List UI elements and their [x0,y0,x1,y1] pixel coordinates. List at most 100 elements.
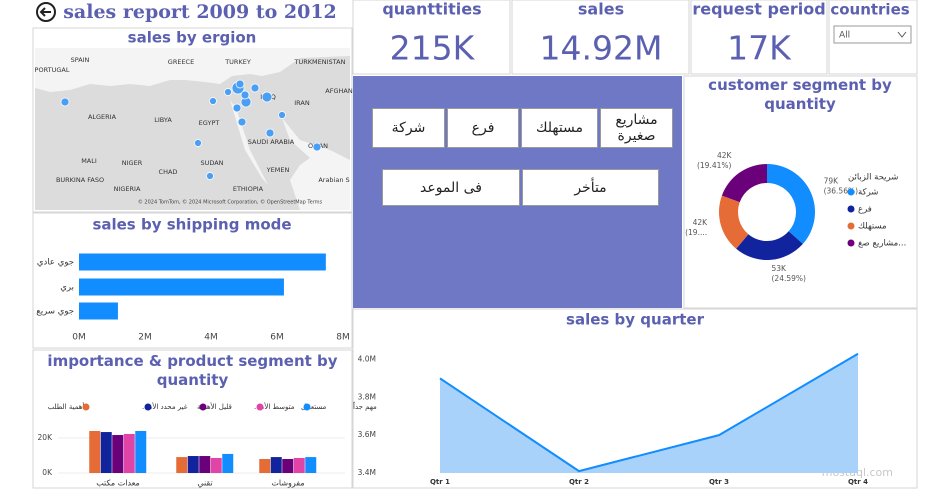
y-tick-label: 20K [38,433,54,442]
map-sea [35,48,350,92]
map-label: TURKEY [224,58,251,66]
percent-label: (24.59%) [772,274,807,283]
bar [89,431,101,473]
chart-title-box: customer segment by quantity [708,76,892,113]
back-arrow[interactable] [39,7,51,17]
bar [79,278,284,296]
delivery-button[interactable]: فى الموعد [382,169,520,206]
chart-title: importance & product segment by quantity [47,352,338,389]
segment-button-box: مستهلك [521,108,598,148]
kpi-value: 215K [390,29,476,68]
x-tick-label: معدات مكتب [96,479,140,488]
bar [270,457,282,473]
map-label: CHAD [159,168,178,176]
donut-segment [736,231,803,260]
x-tick-label: 4M [204,333,218,343]
bar [176,457,188,473]
x-tick-label: 2M [138,333,152,343]
bar [199,456,211,473]
delivery-button[interactable]: متأخر [522,169,659,206]
area-line [439,352,859,473]
kpi-panel [690,0,828,75]
map-label: EGYPT [199,119,220,127]
segment-button[interactable]: مشاريع صغيرة [600,108,673,148]
y-tick-label: 3.6M [358,430,376,439]
map-bubble [206,172,214,180]
map-label: LIBYA [154,116,172,124]
bar [187,456,199,473]
dropdown-value[interactable]: All [839,31,850,41]
dropdown-chevron[interactable] [897,31,907,38]
bar [100,432,112,473]
map-bubble [209,97,217,105]
legend-label: قليل الأهمية [197,402,232,411]
donut-segment [718,195,749,249]
map-attribution: © 2024 TomTom, © 2024 Microsoft Corporat… [138,199,323,206]
bar [293,457,305,473]
back-icon[interactable] [36,2,56,22]
back-button[interactable] [36,2,56,22]
legend-title: أهمية الطلب [48,402,85,411]
legend-swatch [847,239,855,247]
dropdown[interactable] [833,25,912,44]
legend-label: غير محدد الأه... [142,402,188,411]
x-tick-label: Qtr 4 [848,478,868,486]
map-bubble [250,83,260,93]
data-label: 79K [824,177,840,186]
page-title: sales report 2009 to 2012 [63,1,337,23]
data-label: 42K [693,218,709,227]
map-bubble [194,139,202,147]
map-bubble [261,91,273,103]
percent-label: (19.... [685,228,707,237]
segment-button[interactable]: مستهلك [521,108,598,148]
data-label: 42K [717,151,733,160]
y-tick-label: 0K [42,468,53,477]
percent-label: (36.56%) [824,187,859,196]
percent-label: (19.41%) [697,161,732,170]
chart-title: customer segment by quantity [708,76,892,113]
x-tick-label: Qtr 1 [430,478,450,486]
map-bubble [224,88,232,96]
y-tick-label: 3.8M [358,392,376,401]
legend-swatch [82,403,90,411]
bar [79,253,326,271]
segment-button[interactable]: فرع [447,108,519,148]
delivery-button-box: متأخر [522,169,659,206]
map [35,48,350,210]
map-label: PORTUGAL [35,66,70,74]
map-label: SPAIN [71,56,90,64]
kpi-label: quanttities [382,0,481,19]
legend-swatch [199,403,207,411]
y-tick-label: جوي عادي [37,258,74,268]
data-label: 53K [772,264,788,273]
donut-segment [721,164,767,203]
x-tick-label: تقني [197,479,212,488]
x-tick-label: Qtr 3 [709,478,729,486]
y-tick-label: بري [60,283,74,293]
legend-label: متوسط الأه... [254,402,295,411]
legend-swatch [303,403,311,411]
bar [282,459,294,473]
bar [259,459,271,473]
map-label: NIGERIA [114,185,141,193]
donut-segment [767,164,816,244]
segment-button[interactable]: شركة [372,108,445,148]
map-bubble [235,79,245,89]
bar [135,431,147,473]
map-label: ETHIOPIA [233,185,264,193]
kpi-panel [352,0,511,75]
legend-swatch [256,403,264,411]
map-bubble [237,117,247,127]
segment-button-box: شركة [372,108,445,148]
map-title: sales by ergion [128,29,257,47]
legend-swatch [847,188,855,196]
legend-label: شركة [858,188,878,198]
chart-title-box: importance & product segment by quantity [47,352,338,389]
kpi-value: 17K [727,29,792,68]
bar [222,453,234,473]
kpi-value: 14.92M [540,29,663,68]
map-bubble [60,97,70,107]
map-label: SAUDI ARABIA [248,138,295,146]
bar [210,457,222,473]
